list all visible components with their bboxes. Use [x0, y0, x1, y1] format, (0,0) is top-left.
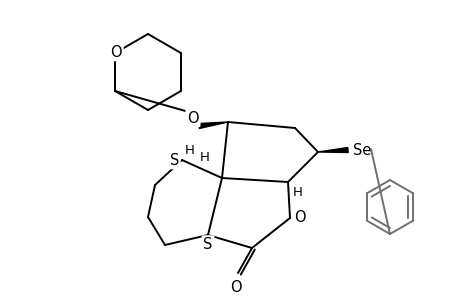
Text: S: S — [203, 237, 212, 252]
Text: H: H — [292, 185, 302, 199]
Polygon shape — [198, 122, 228, 128]
Text: O: O — [187, 110, 198, 125]
Text: O: O — [230, 280, 241, 295]
Text: O: O — [293, 211, 305, 226]
Polygon shape — [317, 148, 347, 152]
Text: S: S — [169, 152, 179, 167]
Text: H: H — [185, 143, 195, 157]
Text: H: H — [200, 151, 209, 164]
Text: Se: Se — [352, 142, 370, 158]
Text: O: O — [110, 44, 122, 59]
